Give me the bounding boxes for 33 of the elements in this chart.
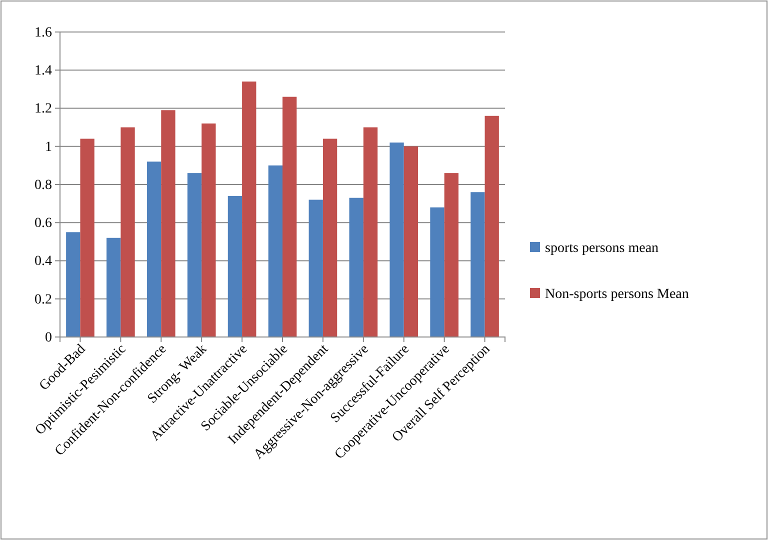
bar xyxy=(363,127,378,337)
bar xyxy=(66,232,80,337)
y-tick-label: 1.2 xyxy=(34,102,52,117)
y-tick-label: 0 xyxy=(45,330,52,346)
bar xyxy=(470,192,485,337)
legend-label: sports persons mean xyxy=(545,241,659,256)
bar xyxy=(228,196,242,337)
y-tick-label: 1.6 xyxy=(34,25,52,40)
y-tick-label: 0.6 xyxy=(34,216,52,232)
y-tick-label: 0.8 xyxy=(34,178,52,193)
bar xyxy=(80,138,94,337)
y-tick-label: 0.4 xyxy=(34,254,52,270)
bar xyxy=(308,200,323,337)
bar xyxy=(106,238,121,337)
bar xyxy=(146,162,162,337)
bar xyxy=(187,173,202,337)
bar xyxy=(430,207,444,337)
bar xyxy=(202,124,216,337)
bar xyxy=(390,142,404,337)
y-tick-label: 0.2 xyxy=(34,292,52,308)
y-tick-label: 1 xyxy=(45,140,52,155)
bar xyxy=(242,82,256,337)
bar xyxy=(282,96,297,337)
legend-label: Non-sports persons Mean xyxy=(545,287,689,302)
y-tick-label: 1.4 xyxy=(34,64,52,79)
bar xyxy=(161,110,176,337)
bar xyxy=(268,165,282,337)
bar xyxy=(120,127,135,337)
bar xyxy=(349,198,364,337)
bar xyxy=(484,116,499,337)
bar xyxy=(444,173,458,337)
bar xyxy=(322,138,338,337)
bar xyxy=(404,146,418,337)
